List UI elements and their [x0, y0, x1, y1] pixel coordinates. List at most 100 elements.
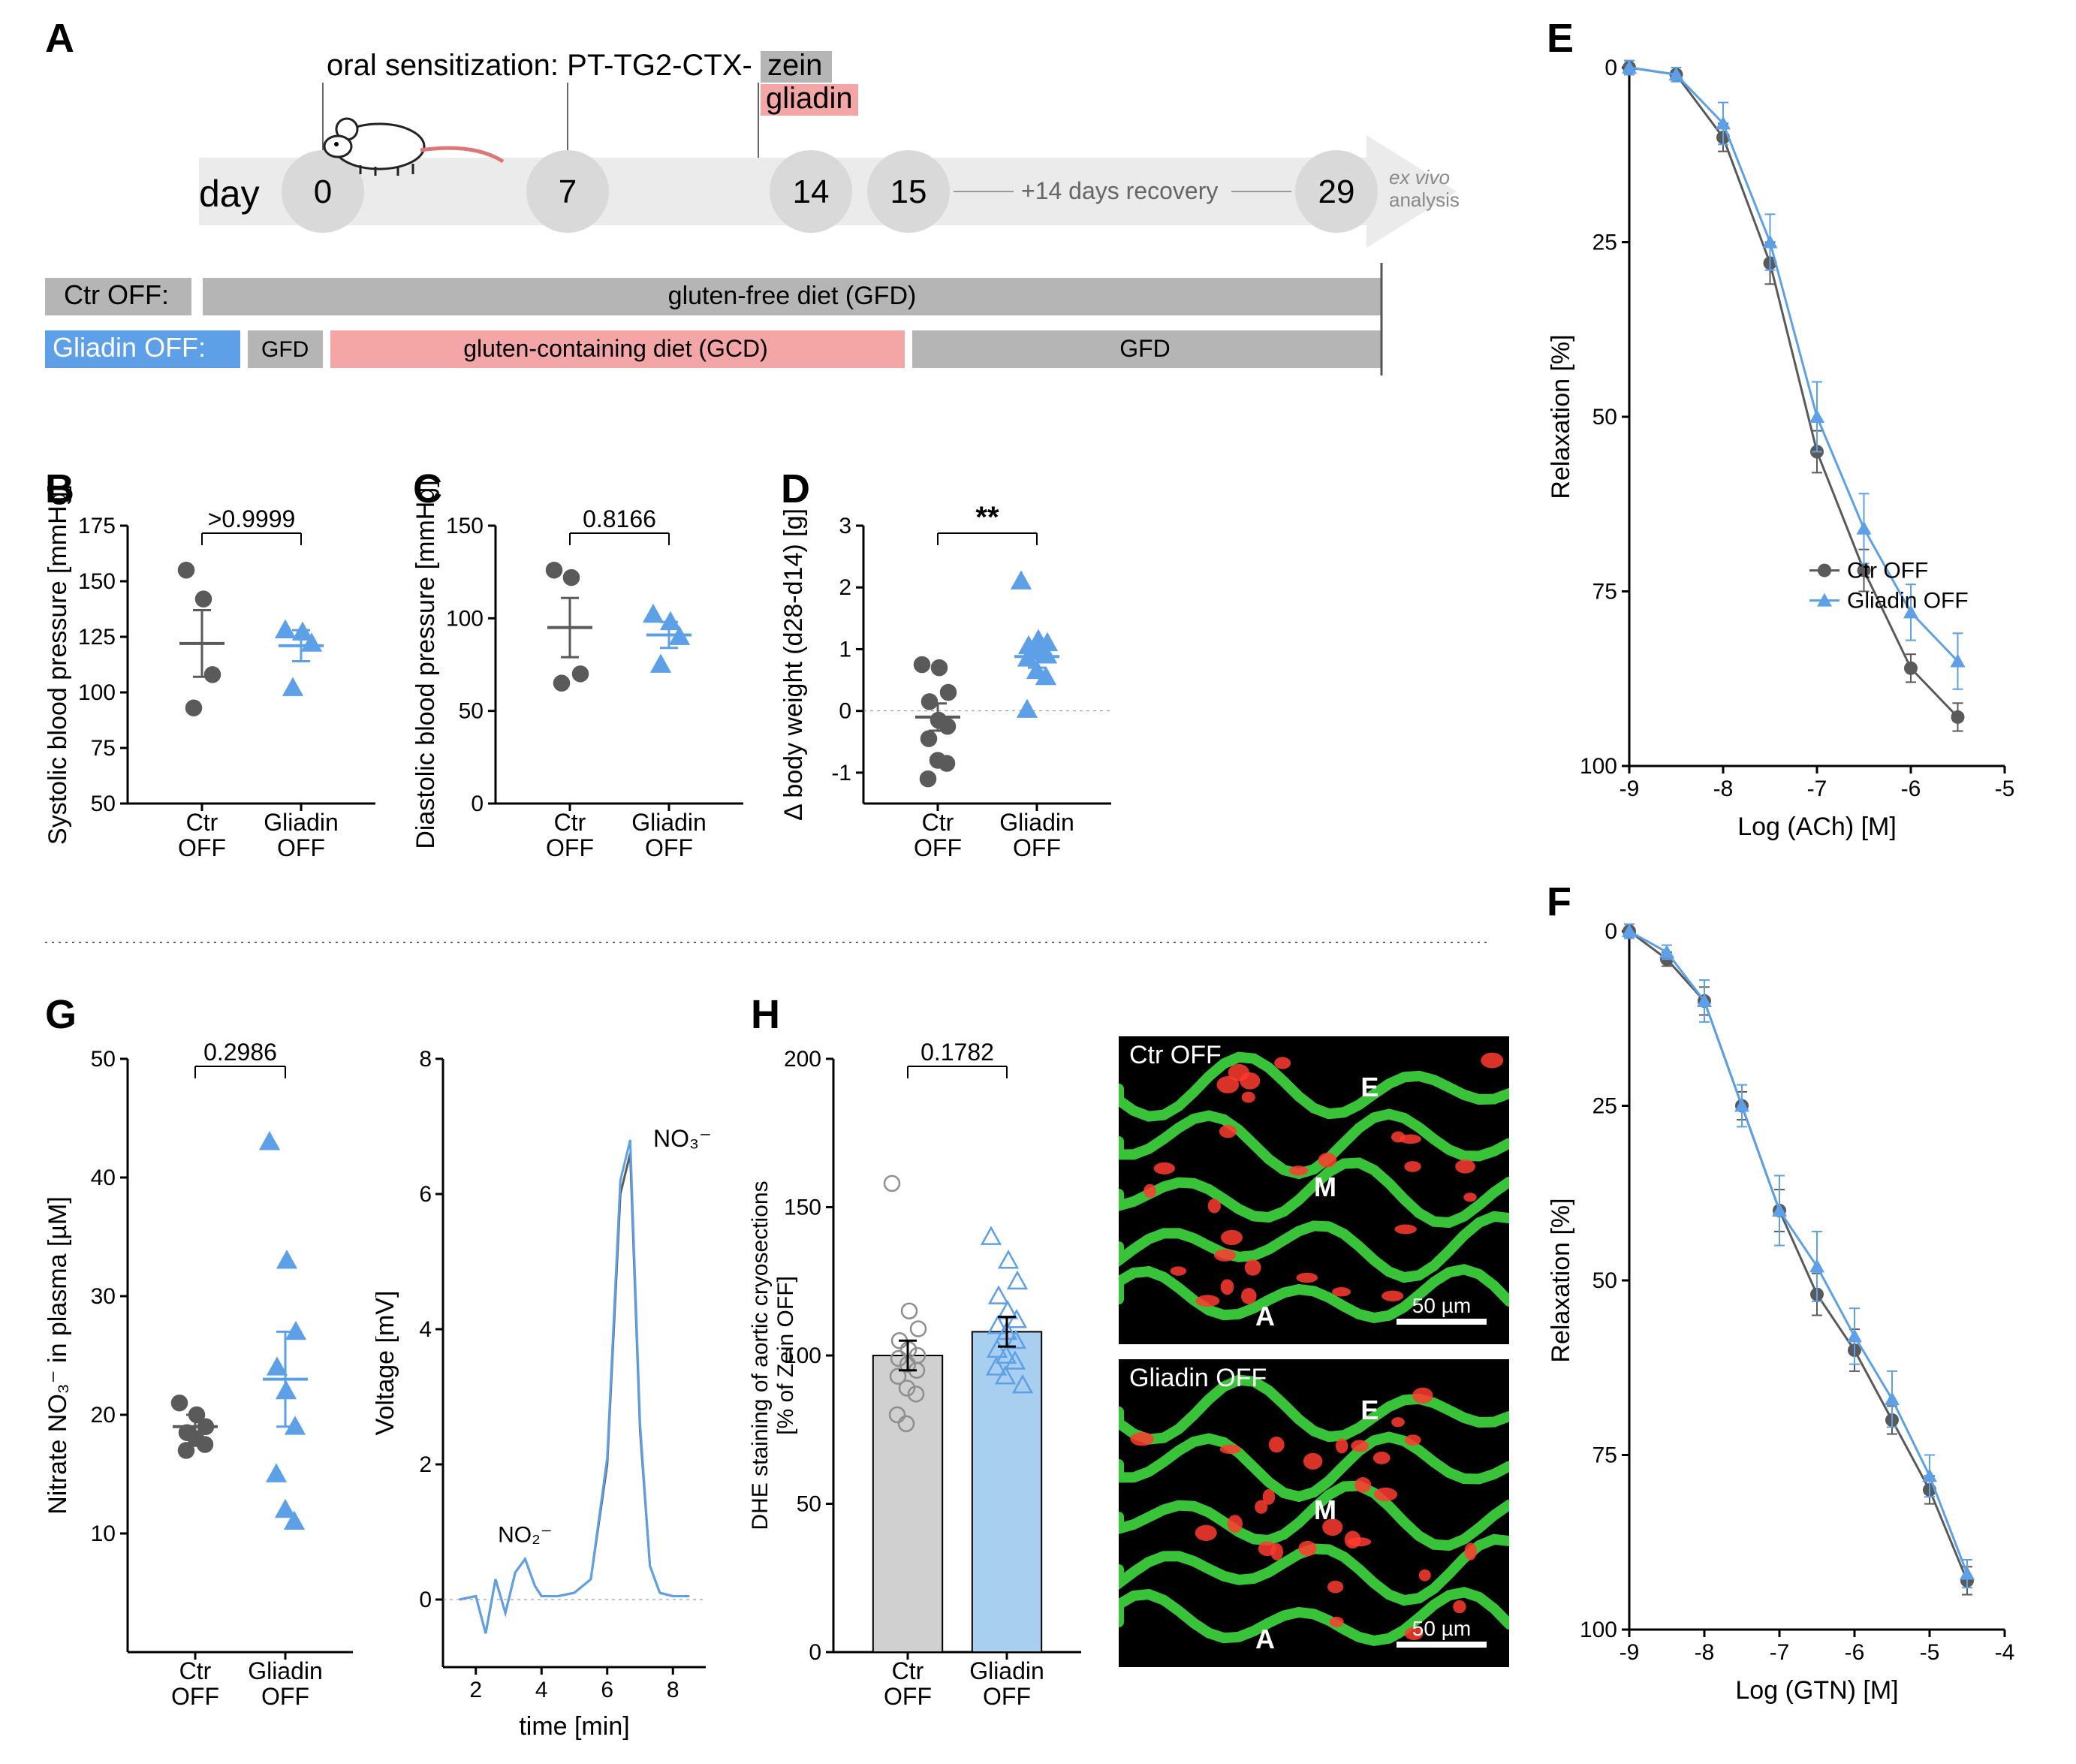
- dotted-divider: [45, 939, 1487, 946]
- svg-text:175: 175: [78, 514, 116, 538]
- svg-text:Δ body weight (d28-d14) [g]: Δ body weight (d28-d14) [g]: [781, 508, 808, 821]
- day-7: 7: [559, 173, 577, 210]
- svg-text:OFF: OFF: [178, 834, 226, 861]
- svg-text:Ctr: Ctr: [554, 809, 586, 836]
- svg-text:Systolic blood pressure [mmHg]: Systolic blood pressure [mmHg]: [45, 484, 72, 845]
- panel-a-label: A: [45, 15, 74, 62]
- svg-text:E: E: [1360, 1395, 1378, 1425]
- svg-text:50: 50: [1592, 1268, 1617, 1293]
- svg-text:25: 25: [1592, 231, 1617, 255]
- svg-text:3: 3: [839, 514, 851, 538]
- svg-text:0: 0: [839, 699, 851, 724]
- svg-text:-7: -7: [1807, 776, 1827, 801]
- svg-text:25: 25: [1592, 1094, 1617, 1119]
- svg-text:Gliadin OFF: Gliadin OFF: [1847, 589, 1969, 614]
- svg-text:NO₃⁻: NO₃⁻: [653, 1125, 712, 1152]
- svg-text:Gliadin: Gliadin: [631, 809, 707, 836]
- svg-text:50: 50: [91, 792, 116, 816]
- svg-text:-8: -8: [1713, 776, 1734, 801]
- svg-text:-5: -5: [1920, 1640, 1940, 1665]
- svg-text:100: 100: [1580, 754, 1617, 779]
- svg-text:A: A: [1255, 1624, 1275, 1654]
- svg-text:150: 150: [78, 569, 116, 594]
- svg-text:M: M: [1314, 1494, 1336, 1525]
- svg-text:75: 75: [1592, 1443, 1617, 1468]
- svg-text:200: 200: [784, 1047, 821, 1072]
- svg-text:50: 50: [797, 1492, 821, 1517]
- svg-text:-7: -7: [1770, 1640, 1790, 1665]
- gfd-short-1: GFD: [261, 337, 309, 362]
- svg-text:OFF: OFF: [884, 1683, 932, 1710]
- svg-text:75: 75: [1592, 580, 1617, 605]
- svg-text:50: 50: [91, 1047, 116, 1072]
- svg-text:4: 4: [419, 1317, 432, 1342]
- day-15: 15: [890, 173, 927, 210]
- svg-text:125: 125: [78, 625, 116, 650]
- svg-text:-8: -8: [1695, 1640, 1715, 1665]
- svg-text:-6: -6: [1901, 776, 1921, 801]
- svg-text:0: 0: [1604, 919, 1617, 944]
- day-29: 29: [1318, 173, 1355, 210]
- svg-text:Relaxation [%]: Relaxation [%]: [1547, 334, 1575, 499]
- svg-text:OFF: OFF: [914, 834, 962, 861]
- gliadinoff-label: Gliadin OFF:: [53, 332, 206, 363]
- gfd-text: gluten-free diet (GFD): [668, 282, 917, 310]
- svg-text:20: 20: [91, 1403, 116, 1428]
- gfd-short-2: GFD: [1119, 335, 1171, 362]
- svg-text:6: 6: [419, 1182, 432, 1207]
- panel-c: C050100150Diastolic blood pressure [mmHg…: [413, 466, 758, 905]
- panel-b: B5075100125150175Systolic blood pressure…: [45, 466, 390, 905]
- svg-text:100: 100: [1580, 1618, 1617, 1642]
- svg-text:OFF: OFF: [983, 1683, 1031, 1710]
- svg-text:0: 0: [471, 792, 484, 816]
- svg-text:time [min]: time [min]: [519, 1712, 629, 1741]
- svg-text:Log (GTN) [M]: Log (GTN) [M]: [1735, 1676, 1898, 1705]
- svg-text:0.8166: 0.8166: [583, 505, 656, 532]
- svg-text:0: 0: [1604, 56, 1617, 80]
- svg-text:0.1782: 0.1782: [920, 1039, 994, 1066]
- svg-text:75: 75: [91, 736, 116, 761]
- svg-text:-5: -5: [1995, 776, 2015, 801]
- svg-text:8: 8: [419, 1047, 432, 1072]
- svg-text:Ctr OFF: Ctr OFF: [1129, 1041, 1222, 1069]
- svg-text:E: E: [1360, 1072, 1378, 1102]
- svg-text:-6: -6: [1845, 1640, 1865, 1665]
- recovery-text: +14 days recovery: [1021, 177, 1218, 204]
- svg-text:>0.9999: >0.9999: [208, 505, 296, 532]
- fluorescence-image: Ctr OFFEMA50 µm: [1119, 1036, 1509, 1344]
- svg-text:Nitrate NO₃⁻ in plasma [µM]: Nitrate NO₃⁻ in plasma [µM]: [45, 1196, 72, 1515]
- panel-a-svg: oral sensitization: PT-TG2-CTX- zein gli…: [45, 15, 1472, 436]
- svg-text:Gliadin: Gliadin: [264, 809, 339, 836]
- svg-text:OFF: OFF: [277, 834, 325, 861]
- svg-text:Voltage [mV]: Voltage [mV]: [375, 1291, 399, 1436]
- panel-d: D-10123Δ body weight (d28-d14) [g]CtrOFF…: [781, 466, 1126, 905]
- svg-text:100: 100: [446, 606, 484, 631]
- svg-text:8: 8: [667, 1678, 679, 1702]
- svg-text:A: A: [1255, 1301, 1275, 1331]
- svg-text:DHE staining of aortic cryosec: DHE staining of aortic cryosections: [751, 1181, 773, 1530]
- svg-text:0: 0: [419, 1588, 432, 1612]
- svg-text:30: 30: [91, 1284, 116, 1309]
- svg-text:2: 2: [469, 1678, 482, 1702]
- svg-text:Ctr: Ctr: [892, 1657, 924, 1684]
- svg-text:Gliadin OFF: Gliadin OFF: [1129, 1364, 1267, 1392]
- panel-f-label: F: [1547, 879, 1571, 925]
- svg-text:M: M: [1314, 1171, 1336, 1202]
- gliadin-label: gliadin: [766, 82, 853, 115]
- svg-text:Gliadin: Gliadin: [969, 1657, 1044, 1684]
- svg-text:2: 2: [419, 1452, 432, 1477]
- svg-text:-9: -9: [1620, 776, 1640, 801]
- svg-text:Ctr: Ctr: [186, 809, 218, 836]
- svg-text:-4: -4: [1995, 1640, 2015, 1665]
- svg-text:4: 4: [535, 1678, 548, 1702]
- svg-text:100: 100: [78, 680, 116, 705]
- svg-text:1: 1: [839, 637, 851, 662]
- panel-c-label: C: [413, 466, 442, 512]
- day-14: 14: [793, 173, 830, 210]
- svg-text:50: 50: [459, 699, 484, 724]
- svg-text:Diastolic blood pressure [mmHg: Diastolic blood pressure [mmHg]: [413, 481, 440, 849]
- svg-text:2: 2: [839, 575, 851, 600]
- svg-text:10: 10: [91, 1521, 116, 1546]
- svg-text:OFF: OFF: [1013, 834, 1061, 861]
- svg-text:150: 150: [784, 1196, 821, 1220]
